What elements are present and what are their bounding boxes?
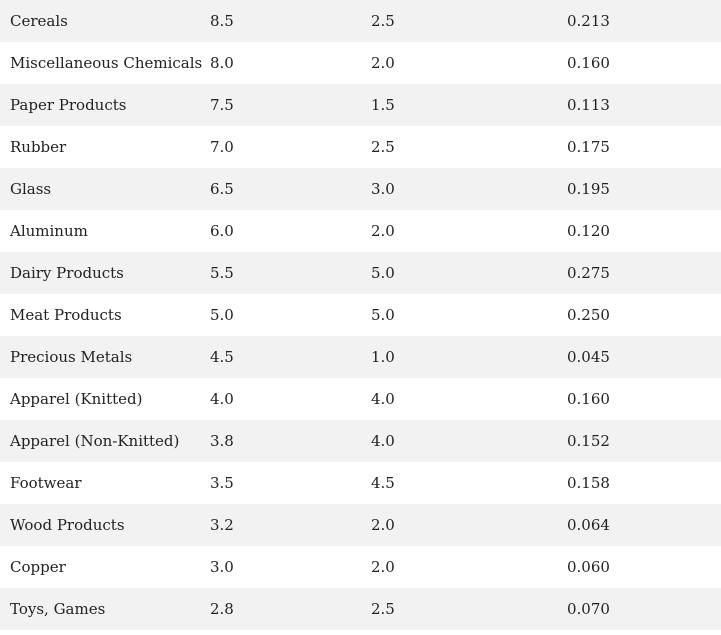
value-1-cell: 3.0 xyxy=(210,558,234,576)
table-row: Cereals 8.5 2.5 0.213 xyxy=(0,0,721,42)
value-2-cell: 3.0 xyxy=(371,180,395,198)
table-row: Toys, Games 2.8 2.5 0.070 xyxy=(0,588,721,630)
value-2-cell: 2.5 xyxy=(371,138,395,156)
value-1-cell: 7.5 xyxy=(210,96,234,114)
value-1-cell: 8.0 xyxy=(210,54,234,72)
value-2-cell: 2.0 xyxy=(371,516,395,534)
value-3-cell: 0.045 xyxy=(567,348,610,366)
value-2-cell: 2.5 xyxy=(371,12,395,30)
value-1-cell: 6.0 xyxy=(210,222,234,240)
value-1-cell: 4.5 xyxy=(210,348,234,366)
value-3-cell: 0.160 xyxy=(567,54,610,72)
table-row: Wood Products 3.2 2.0 0.064 xyxy=(0,504,721,546)
industry-cell: Glass xyxy=(10,180,52,198)
industry-cell: Wood Products xyxy=(10,516,125,534)
value-1-cell: 5.0 xyxy=(210,306,234,324)
industry-cell: Toys, Games xyxy=(10,600,106,618)
table-row: Miscellaneous Chemicals 8.0 2.0 0.160 xyxy=(0,42,721,84)
value-1-cell: 7.0 xyxy=(210,138,234,156)
value-1-cell: 6.5 xyxy=(210,180,234,198)
value-2-cell: 1.0 xyxy=(371,348,395,366)
value-3-cell: 0.064 xyxy=(567,516,610,534)
value-1-cell: 3.8 xyxy=(210,432,234,450)
value-2-cell: 4.5 xyxy=(371,474,395,492)
value-3-cell: 0.250 xyxy=(567,306,610,324)
table-row: Apparel (Knitted) 4.0 4.0 0.160 xyxy=(0,378,721,420)
table-row: Glass 6.5 3.0 0.195 xyxy=(0,168,721,210)
value-1-cell: 4.0 xyxy=(210,390,234,408)
value-3-cell: 0.152 xyxy=(567,432,610,450)
value-2-cell: 5.0 xyxy=(371,264,395,282)
value-3-cell: 0.160 xyxy=(567,390,610,408)
industry-cell: Miscellaneous Chemicals xyxy=(10,54,203,72)
industry-cell: Footwear xyxy=(10,474,82,492)
table-row: Copper 3.0 2.0 0.060 xyxy=(0,546,721,588)
value-3-cell: 0.060 xyxy=(567,558,610,576)
value-2-cell: 5.0 xyxy=(371,306,395,324)
industry-cell: Meat Products xyxy=(10,306,122,324)
value-3-cell: 0.158 xyxy=(567,474,610,492)
value-2-cell: 4.0 xyxy=(371,432,395,450)
value-1-cell: 8.5 xyxy=(210,12,234,30)
value-3-cell: 0.070 xyxy=(567,600,610,618)
industry-cell: Cereals xyxy=(10,12,68,30)
table-row: Precious Metals 4.5 1.0 0.045 xyxy=(0,336,721,378)
value-2-cell: 2.0 xyxy=(371,222,395,240)
industry-cell: Paper Products xyxy=(10,96,127,114)
table-row: Meat Products 5.0 5.0 0.250 xyxy=(0,294,721,336)
industry-cell: Aluminum xyxy=(10,222,88,240)
industry-cell: Dairy Products xyxy=(10,264,124,282)
industry-cell: Precious Metals xyxy=(10,348,133,366)
industry-cell: Copper xyxy=(10,558,66,576)
table-row: Rubber 7.0 2.5 0.175 xyxy=(0,126,721,168)
value-2-cell: 2.0 xyxy=(371,54,395,72)
table-row: Aluminum 6.0 2.0 0.120 xyxy=(0,210,721,252)
industry-cell: Apparel (Non-Knitted) xyxy=(10,432,180,450)
value-3-cell: 0.175 xyxy=(567,138,610,156)
table-row: Apparel (Non-Knitted) 3.8 4.0 0.152 xyxy=(0,420,721,462)
value-3-cell: 0.195 xyxy=(567,180,610,198)
value-2-cell: 2.0 xyxy=(371,558,395,576)
value-1-cell: 2.8 xyxy=(210,600,234,618)
value-1-cell: 3.2 xyxy=(210,516,234,534)
value-3-cell: 0.120 xyxy=(567,222,610,240)
value-1-cell: 5.5 xyxy=(210,264,234,282)
value-3-cell: 0.213 xyxy=(567,12,610,30)
value-2-cell: 4.0 xyxy=(371,390,395,408)
industry-cell: Rubber xyxy=(10,138,67,156)
value-2-cell: 2.5 xyxy=(371,600,395,618)
table-row: Footwear 3.5 4.5 0.158 xyxy=(0,462,721,504)
table-row: Dairy Products 5.5 5.0 0.275 xyxy=(0,252,721,294)
value-3-cell: 0.113 xyxy=(567,96,610,114)
value-3-cell: 0.275 xyxy=(567,264,610,282)
industry-cell: Apparel (Knitted) xyxy=(10,390,143,408)
table-row: Paper Products 7.5 1.5 0.113 xyxy=(0,84,721,126)
value-1-cell: 3.5 xyxy=(210,474,234,492)
value-2-cell: 1.5 xyxy=(371,96,395,114)
